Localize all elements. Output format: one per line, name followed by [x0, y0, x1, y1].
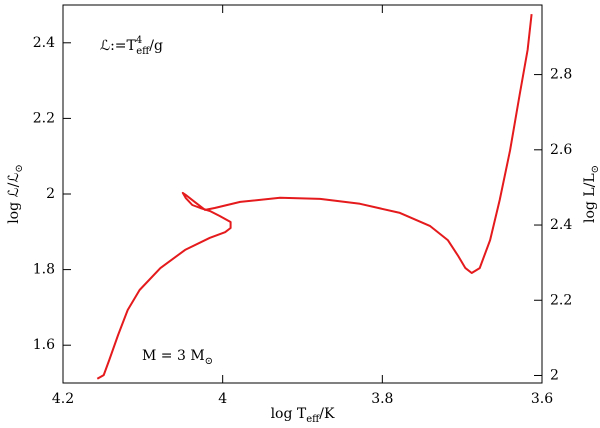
data-line — [96, 13, 533, 380]
y-tick-label: 1.6 — [33, 337, 55, 353]
annotation-part: eff — [136, 46, 150, 57]
y-tick-label: 1.8 — [33, 262, 55, 278]
y-axis-label: log ℒ/ℒ⊙ — [6, 164, 25, 224]
y-tick-label: 2.4 — [33, 35, 55, 51]
annotation-part: ℒ:=T — [100, 38, 137, 54]
y2-axis-label-part: log L/L — [582, 173, 598, 223]
y-axis-label-part: ⊙ — [14, 164, 25, 172]
annotation: ℒ:=T4 eff/g — [100, 35, 163, 57]
y2-tick-label: 2.8 — [550, 67, 572, 83]
annotation-part: /g — [149, 38, 163, 54]
y2-axis-label: log L/L⊙ — [582, 165, 600, 223]
x-axis-label-part: /K — [319, 406, 335, 422]
x-tick-label: 3.6 — [531, 391, 553, 407]
x-tick-label: 4.2 — [52, 391, 74, 407]
annotation: M = 3 M⊙ — [142, 348, 213, 367]
y-tick-label: 2 — [46, 186, 55, 202]
annotation-part: ⊙ — [205, 356, 213, 367]
x-tick-label: 4 — [218, 391, 227, 407]
y-axis-label-part: log ℒ/ℒ — [6, 173, 22, 224]
x-axis-label-part: eff — [306, 414, 320, 425]
y2-tick-label: 2.6 — [550, 142, 572, 158]
plot-frame — [62, 4, 543, 384]
annotation-part: 4 — [136, 35, 142, 46]
x-axis-label-part: log T — [271, 406, 307, 422]
x-axis-label: log Teff/K — [271, 406, 335, 425]
y-tick-label: 2.2 — [33, 110, 55, 126]
y2-tick-label: 2.4 — [550, 217, 572, 233]
y2-axis-label-part: ⊙ — [590, 165, 600, 173]
annotation-part: M = 3 M — [142, 348, 205, 364]
y2-tick-label: 2.2 — [550, 292, 572, 308]
x-tick-label: 3.8 — [371, 391, 393, 407]
y2-tick-label: 2 — [550, 367, 559, 383]
